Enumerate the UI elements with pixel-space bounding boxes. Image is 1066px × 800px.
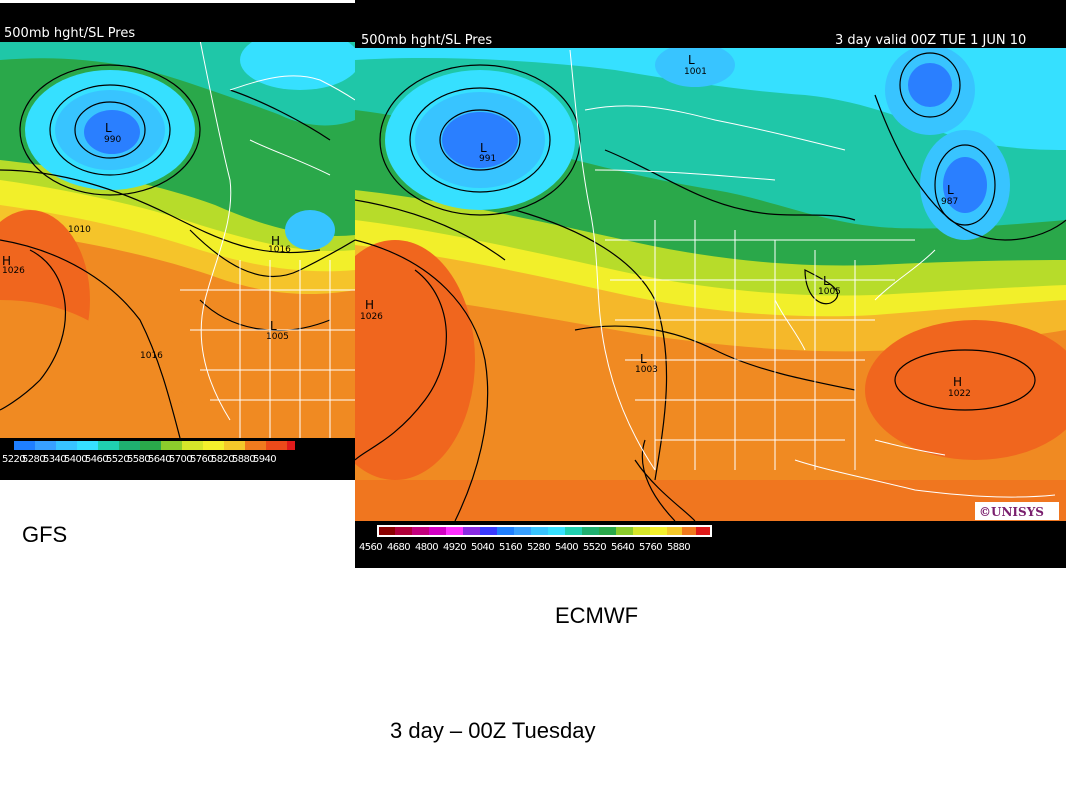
gfs-scale-label: 5820 (211, 454, 234, 465)
ecmwf-high-marker: H (953, 375, 962, 389)
gfs-caption: GFS (22, 522, 68, 547)
ecmwf-header-title: 500mb hght/SL Pres (361, 33, 492, 48)
gfs-scale-label: 5400 (64, 454, 87, 465)
gfs-scale-label: 5940 (253, 454, 276, 465)
ecmwf-scale-label: 5280 (527, 542, 550, 553)
ecmwf-high-value: 1022 (948, 389, 971, 399)
gfs-low-marker: L (270, 319, 277, 333)
ecmwf-map: 500mb hght/SL Pres 3 day valid 00Z TUE 1… (355, 0, 1066, 568)
gfs-map-panel: 500mb hght/SL Pres (0, 0, 355, 480)
ecmwf-low-marker: L (688, 53, 695, 67)
ecmwf-scale-label: 4680 (387, 542, 410, 553)
gfs-low-value: 1005 (266, 332, 289, 342)
ecmwf-low-marker: L (823, 274, 830, 288)
gfs-high-value: 1026 (2, 266, 25, 276)
ecmwf-scale-label: 5880 (667, 542, 690, 553)
gfs-scale-label: 5340 (43, 454, 66, 465)
gfs-height-field (0, 42, 355, 438)
gfs-isobar-value: 1016 (140, 351, 163, 361)
gfs-scale-label: 5640 (148, 454, 171, 465)
gfs-scale-label: 5880 (232, 454, 255, 465)
ecmwf-low-marker: L (480, 141, 487, 155)
unisys-logo-text: ©UNISYS (979, 505, 1044, 519)
gfs-high-marker: H (2, 254, 11, 268)
ecmwf-map-panel: 500mb hght/SL Pres 3 day valid 00Z TUE 1… (355, 0, 1066, 568)
ecmwf-scale-label: 5400 (555, 542, 578, 553)
ecmwf-scale-label: 4800 (415, 542, 438, 553)
ecmwf-height-field (355, 48, 1066, 521)
ecmwf-low-marker: L (640, 352, 647, 366)
ecmwf-pressure-labels: L 991 L 1001 L 987 L 1005 H 1026 L 1003 … (360, 53, 971, 399)
ecmwf-color-scale: 4560 4680 4800 4920 5040 5160 5280 5400 … (359, 525, 712, 553)
ecmwf-caption: ECMWF (555, 603, 639, 628)
ecmwf-scale-label: 5520 (583, 542, 606, 553)
gfs-high-value: 1016 (268, 245, 291, 255)
ecmwf-high-value: 1026 (360, 312, 383, 322)
ecmwf-scale-label: 4920 (443, 542, 466, 553)
gfs-scale-label: 5280 (22, 454, 45, 465)
gfs-high-marker: H (271, 234, 280, 248)
gfs-scale-label: 5580 (127, 454, 150, 465)
gfs-map: 500mb hght/SL Pres (0, 0, 355, 480)
forecast-time-caption: 3 day – 00Z Tuesday (390, 718, 596, 743)
gfs-low-value: 990 (104, 135, 121, 145)
gfs-scale-label: 5520 (106, 454, 129, 465)
gfs-scale-label: 5760 (190, 454, 213, 465)
ecmwf-scale-label: 5760 (639, 542, 662, 553)
gfs-color-scale: 5220 5280 5340 5400 5460 5520 5580 5640 … (2, 441, 295, 465)
gfs-pressure-labels: L 990 1010 H 1016 H 1026 L 1005 1016 (2, 121, 291, 361)
ecmwf-header-valid: 3 day valid 00Z TUE 1 JUN 10 (835, 33, 1026, 48)
gfs-header-title: 500mb hght/SL Pres (4, 26, 135, 41)
gfs-scale-label: 5700 (169, 454, 192, 465)
ecmwf-low-value: 1001 (684, 67, 707, 77)
gfs-scale-label: 5460 (85, 454, 108, 465)
ecmwf-low-marker: L (947, 183, 954, 197)
gfs-isobar-value: 1010 (68, 225, 91, 235)
ecmwf-low-value: 1005 (818, 287, 841, 297)
gfs-low-marker: L (105, 121, 112, 135)
ecmwf-high-marker: H (365, 298, 374, 312)
unisys-logo: ©UNISYS (975, 502, 1059, 520)
ecmwf-scale-label: 5640 (611, 542, 634, 553)
ecmwf-scale-label: 5040 (471, 542, 494, 553)
ecmwf-low-value: 987 (941, 197, 958, 207)
ecmwf-low-value: 1003 (635, 365, 658, 375)
ecmwf-scale-label: 5160 (499, 542, 522, 553)
ecmwf-low-value: 991 (479, 154, 496, 164)
ecmwf-scale-label: 4560 (359, 542, 382, 553)
gfs-scale-label: 5220 (2, 454, 25, 465)
